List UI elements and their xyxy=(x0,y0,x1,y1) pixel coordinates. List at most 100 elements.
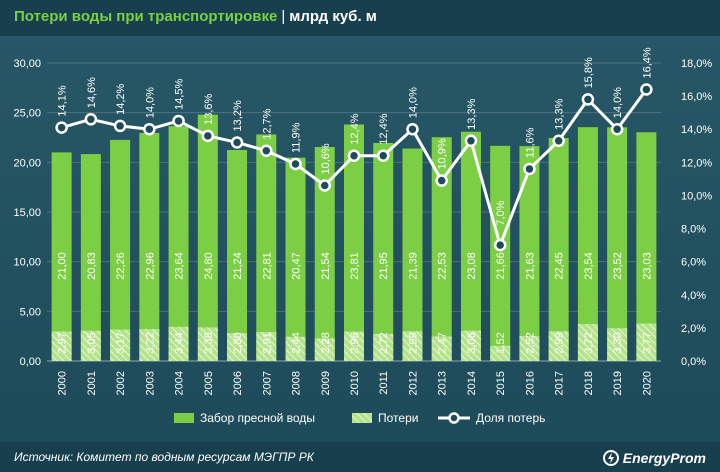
intake-value-label: 20,83 xyxy=(86,252,98,280)
x-tick-label: 2003 xyxy=(144,371,156,395)
losses-bar xyxy=(490,345,511,361)
losses-bar xyxy=(139,329,160,361)
losses-bar xyxy=(577,324,598,361)
share-line: 14,1% 14,6% 14,2% 14,0% 14,5% 13,6% 13,2% 12,7%… xyxy=(55,47,653,252)
losses-value-label: 3,77 xyxy=(641,332,653,353)
losses-value-label: 2,97 xyxy=(57,332,69,353)
x-tick-label: 2005 xyxy=(203,371,215,395)
y-left-tick-label: 30,00 xyxy=(13,58,41,70)
y-right-tick-label: 2,0% xyxy=(681,323,706,335)
y-right-tick-label: 0,0% xyxy=(681,356,706,368)
intake-value-label: 24,80 xyxy=(203,252,215,280)
losses-bar xyxy=(460,330,481,361)
share-value-label: 13,3% xyxy=(554,98,566,129)
x-tick-label: 2001 xyxy=(86,371,98,395)
share-point xyxy=(260,144,273,157)
chart-title-separator: | xyxy=(281,8,286,25)
legend-share-label: Доля потерь xyxy=(476,411,545,425)
share-point xyxy=(464,134,478,148)
share-value-label: 10,6% xyxy=(320,143,332,174)
intake-value-label: 22,45 xyxy=(554,252,566,280)
y-right-tick-label: 12,0% xyxy=(681,157,712,169)
losses-value-label: 2,52 xyxy=(524,332,536,353)
share-value-label: 14,0% xyxy=(407,87,419,118)
share-point xyxy=(230,136,244,149)
losses-bar xyxy=(431,336,452,361)
intake-value-label: 21,00 xyxy=(57,252,69,280)
y-left-tick-label: 5,00 xyxy=(20,306,41,318)
share-point xyxy=(347,149,361,162)
y-left-tick-label: 10,00 xyxy=(13,257,41,269)
losses-bar xyxy=(80,330,101,361)
intake-value-label: 23,81 xyxy=(349,252,361,280)
share-point xyxy=(435,174,448,187)
x-tick-label: 2002 xyxy=(115,371,127,395)
y-left-tick-label: 15,00 xyxy=(13,207,41,219)
share-value-label: 12,7% xyxy=(261,108,273,139)
losses-value-label: 2,72 xyxy=(378,332,390,353)
share-value-label: 14,2% xyxy=(115,84,127,115)
losses-bar xyxy=(344,331,364,361)
intake-bar xyxy=(168,126,189,362)
intake-value-label: 21,24 xyxy=(232,252,244,280)
intake-value-label: 22,81 xyxy=(261,252,273,280)
intake-value-label: 22,53 xyxy=(437,252,449,280)
losses-bar xyxy=(227,333,248,361)
legend-losses-swatch xyxy=(352,413,372,423)
bars xyxy=(51,114,657,362)
losses-value-label: 3,06 xyxy=(466,332,478,353)
share-point xyxy=(318,179,332,192)
y-right-tick-label: 14,0% xyxy=(681,124,712,136)
intake-value-label: 22,26 xyxy=(115,252,127,280)
losses-bar xyxy=(607,328,628,361)
losses-bar xyxy=(285,336,306,361)
intake-bar xyxy=(431,137,452,361)
share-value-label: 10,9% xyxy=(437,138,449,169)
losses-value-label: 2,80 xyxy=(232,332,244,353)
x-tick-label: 2018 xyxy=(583,371,595,395)
share-value-label: 12,4% xyxy=(378,113,390,144)
intake-bar xyxy=(197,114,218,361)
intake-value-label: 21,95 xyxy=(378,252,390,280)
x-tick-label: 2016 xyxy=(524,371,536,395)
x-tick-label: 2000 xyxy=(57,371,69,395)
intake-bar xyxy=(139,132,160,361)
y-right-tick-label: 8,0% xyxy=(681,224,706,236)
title-bar: Потери воды при транспортировке | млрд куб… xyxy=(0,0,720,36)
x-tick-label: 2009 xyxy=(320,371,332,395)
share-value-label: 14,0% xyxy=(144,87,156,118)
share-point xyxy=(143,122,156,136)
losses-value-label: 2,91 xyxy=(261,332,273,353)
intake-bar xyxy=(636,132,657,361)
share-point xyxy=(552,134,565,148)
y-left-tick-label: 0,00 xyxy=(20,356,41,368)
share-value-label: 13,6% xyxy=(203,93,215,124)
x-axis: 2000 2001 2002 2003 2004 2005 2006 2007 2008 2009… xyxy=(57,371,654,395)
share-point xyxy=(172,114,185,128)
intake-bar xyxy=(373,142,394,361)
share-point xyxy=(640,83,653,96)
chart-svg: 0,00 5,00 10,00 15,00 20,00 25,00 30,00 0,0% 2,… xyxy=(13,47,712,425)
bar-labels: 21,00 2,97 20,83 3,05 22,26 3,17 22,96 3,22 23,6… xyxy=(57,252,654,353)
intake-value-label: 23,64 xyxy=(174,252,186,280)
losses-value-label: 2,47 xyxy=(437,332,449,353)
intake-bar xyxy=(80,154,101,361)
intake-bar xyxy=(314,147,335,361)
share-value-label: 15,8% xyxy=(583,57,595,88)
intake-bar xyxy=(460,131,481,361)
y-right-tick-label: 10,0% xyxy=(681,190,712,202)
losses-bar xyxy=(373,333,394,361)
share-value-label: 14,1% xyxy=(57,85,69,116)
share-point xyxy=(113,119,127,133)
losses-value-label: 3,72 xyxy=(583,332,595,353)
legend-losses-label: Потери xyxy=(378,411,418,425)
x-tick-label: 2010 xyxy=(349,371,361,395)
share-point xyxy=(55,121,68,134)
intake-bar xyxy=(51,152,72,361)
share-point xyxy=(523,162,536,176)
y-left-tick-label: 25,00 xyxy=(13,108,41,120)
intake-value-label: 21,39 xyxy=(407,252,419,280)
x-tick-label: 2017 xyxy=(554,371,566,395)
losses-bar xyxy=(110,329,131,361)
